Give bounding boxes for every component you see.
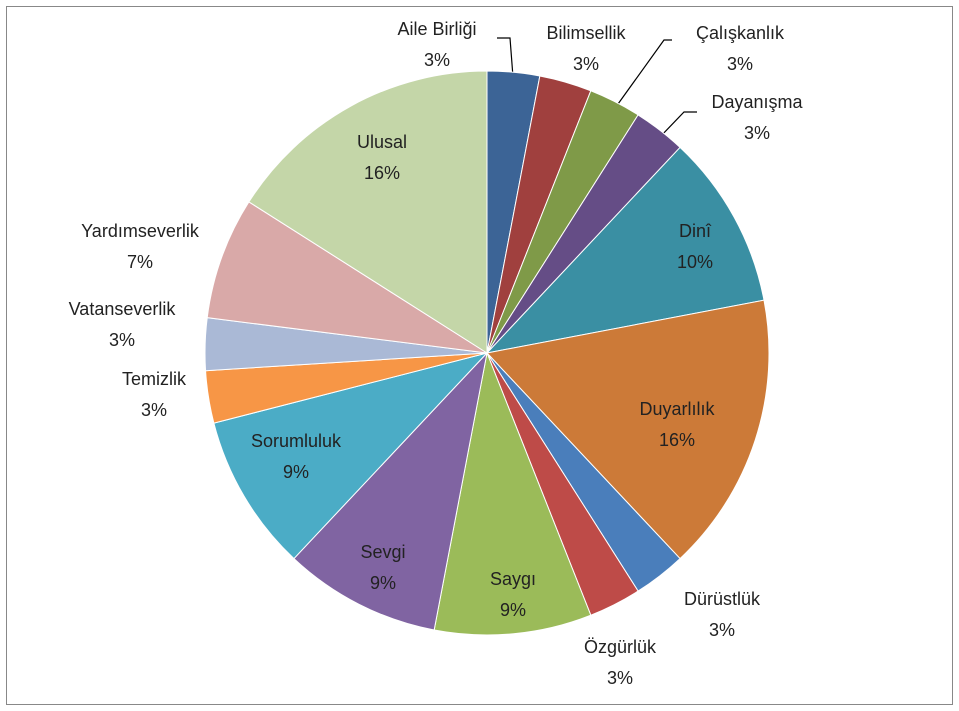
pie-slice [213,352,489,560]
leader-line [497,37,514,78]
pie-slice [206,201,488,354]
slice-label: Özgürlük [584,637,657,657]
slice-value-label: 3% [109,330,135,350]
slice-value-label: 16% [364,163,400,183]
slice-value-label: 3% [141,400,167,420]
slice-label: Bilimsellik [546,23,626,43]
slice-value-label: 3% [573,54,599,74]
pie-slice [485,146,765,354]
slice-value-label: 3% [744,123,770,143]
slice-value-label: 9% [500,600,526,620]
slice-value-label: 7% [127,252,153,272]
pie-slice [293,351,488,631]
slice-label: Dinî [679,221,712,241]
slice-label: Temizlik [122,369,187,389]
pie-slice [248,70,488,354]
slice-value-label: 10% [677,252,713,272]
slice-label: Sevgi [360,542,405,562]
slice-label: Çalışkanlık [696,23,785,43]
slice-label: Sorumluluk [251,431,342,451]
slice-label: Dayanışma [711,92,803,112]
slice-label: Duyarlılık [639,399,715,419]
slice-value-label: 3% [709,620,735,640]
slice-value-label: 9% [283,462,309,482]
pie-slice [486,299,770,560]
pie-slice [433,351,592,636]
slice-label: Yardımseverlik [81,221,200,241]
slice-value-label: 16% [659,430,695,450]
leader-line [658,111,697,139]
slice-value-label: 3% [607,668,633,688]
slice-label: Ulusal [357,132,407,152]
slice-value-label: 3% [727,54,753,74]
slice-value-label: 9% [370,573,396,593]
slice-value-label: 3% [424,50,450,70]
slice-label: Aile Birliği [397,19,476,39]
slice-label: Dürüstlük [684,589,761,609]
leader-line [617,39,672,105]
slice-label: Vatanseverlik [69,299,177,319]
slice-label: Saygı [490,569,536,589]
